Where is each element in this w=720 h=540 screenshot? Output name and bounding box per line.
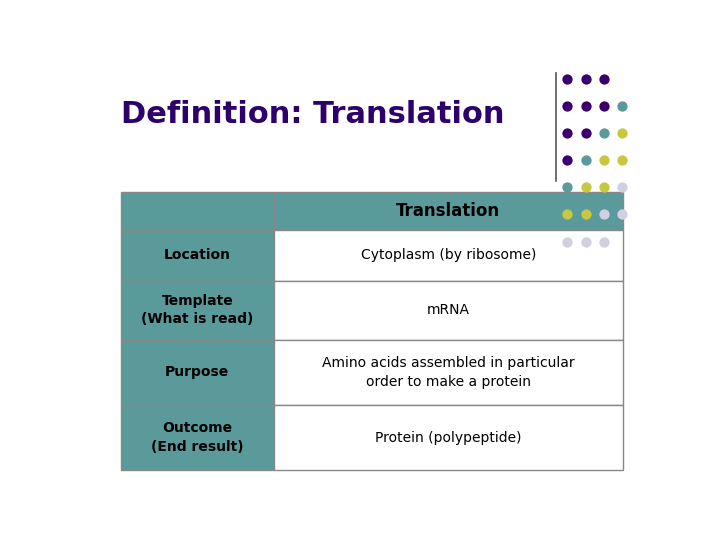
Point <box>580 210 591 219</box>
Text: Outcome
(End result): Outcome (End result) <box>151 421 243 454</box>
Point <box>598 129 610 138</box>
Point <box>580 237 591 246</box>
Text: Translation: Translation <box>396 202 500 220</box>
Point <box>616 129 628 138</box>
Point <box>616 102 628 111</box>
Bar <box>274 340 623 405</box>
Bar <box>121 230 274 280</box>
Point <box>598 237 610 246</box>
Bar <box>121 280 274 340</box>
Point <box>598 210 610 219</box>
Point <box>580 183 591 192</box>
Point <box>562 102 573 111</box>
Point <box>562 129 573 138</box>
Bar <box>274 280 623 340</box>
Point <box>598 102 610 111</box>
Text: Definition: Translation: Definition: Translation <box>121 100 504 129</box>
Bar <box>274 192 623 230</box>
Text: Cytoplasm (by ribosome): Cytoplasm (by ribosome) <box>361 248 536 262</box>
Text: Amino acids assembled in particular
order to make a protein: Amino acids assembled in particular orde… <box>322 356 575 389</box>
Point <box>562 183 573 192</box>
Point <box>598 75 610 84</box>
Point <box>562 75 573 84</box>
Point <box>580 75 591 84</box>
Text: Location: Location <box>163 248 231 262</box>
Text: Purpose: Purpose <box>165 366 230 380</box>
Point <box>580 156 591 165</box>
Bar <box>274 230 623 280</box>
Text: Protein (polypeptide): Protein (polypeptide) <box>375 430 521 444</box>
Bar <box>274 405 623 470</box>
Point <box>562 210 573 219</box>
Point <box>580 129 591 138</box>
Point <box>616 210 628 219</box>
Point <box>616 183 628 192</box>
Text: mRNA: mRNA <box>427 303 470 317</box>
Bar <box>121 192 274 230</box>
Bar <box>121 405 274 470</box>
Point <box>580 102 591 111</box>
Point <box>598 156 610 165</box>
Point <box>562 237 573 246</box>
Point <box>562 156 573 165</box>
Point <box>598 183 610 192</box>
Point <box>616 156 628 165</box>
Text: Template
(What is read): Template (What is read) <box>141 294 253 326</box>
Bar <box>121 340 274 405</box>
